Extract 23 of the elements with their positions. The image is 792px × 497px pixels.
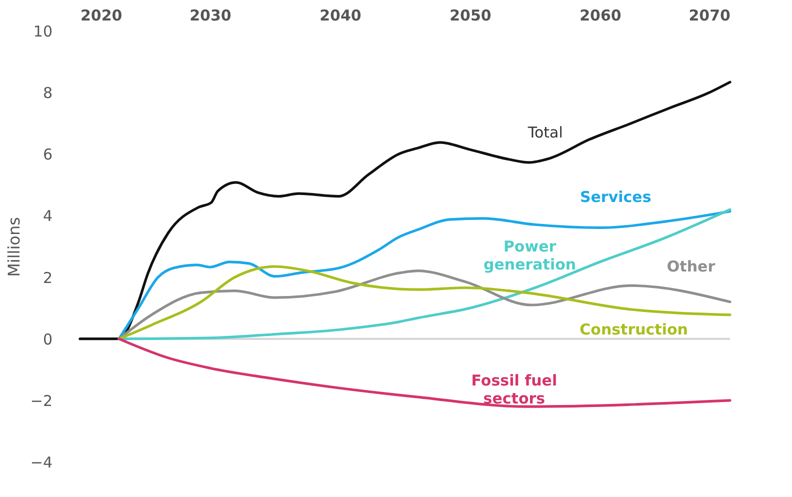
x-tick-label: 2070 <box>688 6 730 24</box>
y-tick-label: −2 <box>30 392 52 410</box>
y-tick-label: 8 <box>42 84 52 102</box>
series-label: Power generation <box>484 238 576 274</box>
y-tick-label: 0 <box>42 330 52 348</box>
line-series <box>118 338 732 408</box>
x-tick-label: 2040 <box>320 6 362 24</box>
x-tick-label: 2030 <box>190 6 232 24</box>
x-tick-label: 2050 <box>450 6 492 24</box>
series-label: Services <box>580 188 652 206</box>
y-tick-label: 6 <box>42 146 52 164</box>
x-tick-label: 2020 <box>80 6 122 24</box>
line-series <box>78 80 732 340</box>
series-label: Other <box>666 258 716 276</box>
y-axis-title: Millions <box>4 217 24 277</box>
y-tick-label: −4 <box>30 454 52 472</box>
series-label: Fossil fuel sectors <box>471 371 558 408</box>
x-tick-label: 2060 <box>580 6 622 24</box>
y-tick-label: 2 <box>42 268 52 287</box>
y-tick-label: 4 <box>42 207 52 226</box>
series-label: Construction <box>580 320 688 339</box>
series-label: Total <box>526 124 563 142</box>
y-tick-label: 10 <box>33 22 52 40</box>
